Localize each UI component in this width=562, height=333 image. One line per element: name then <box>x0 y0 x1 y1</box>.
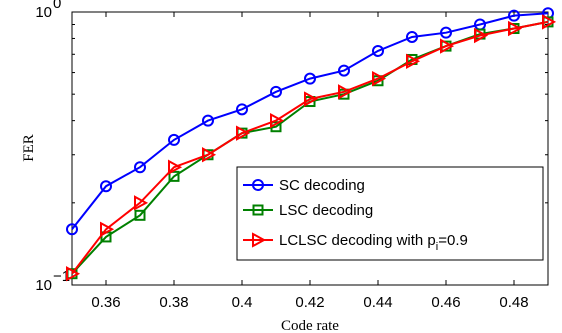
x-tick-label: 0.48 <box>499 294 528 311</box>
data-point <box>304 91 319 107</box>
data-point <box>100 221 115 237</box>
series-triangle-right <box>66 14 557 282</box>
data-point <box>236 125 251 141</box>
legend-label: SC decoding <box>279 177 365 194</box>
x-tick-label: 0.46 <box>431 294 460 311</box>
data-point <box>270 112 285 129</box>
y-axis-label: FER <box>21 134 37 162</box>
series-circle <box>66 7 554 236</box>
y-tick-exponent: −1 <box>53 268 70 285</box>
data-point <box>168 133 180 146</box>
legend-marker <box>252 179 264 191</box>
data-point <box>168 170 180 182</box>
legend-marker <box>252 204 264 216</box>
y-tick-label: 10 <box>35 277 52 294</box>
y-tick-label: 10 <box>35 4 52 21</box>
data-point <box>304 72 316 85</box>
data-point <box>406 30 418 43</box>
data-point <box>168 159 183 175</box>
data-point <box>134 161 146 174</box>
data-point <box>440 26 452 39</box>
data-point <box>236 103 248 116</box>
data-point <box>134 209 146 221</box>
x-tick-label: 0.38 <box>159 294 188 311</box>
data-point <box>270 85 282 98</box>
series-line <box>71 12 549 230</box>
data-point <box>372 70 387 87</box>
legend: SC decoding LSC decoding LCLSC decoding wi… <box>236 166 544 261</box>
axis-ticks <box>72 12 548 285</box>
data-point <box>202 147 217 163</box>
data-point <box>542 14 557 30</box>
legend-entry: SC decoding <box>243 177 365 194</box>
x-tick-label: 0.42 <box>295 294 324 311</box>
legend-marker <box>252 232 267 248</box>
legend-label: LSC decoding <box>279 202 373 219</box>
series-line <box>71 20 549 275</box>
legend-entry: LCLSC decoding with pi=0.9 <box>243 232 468 253</box>
x-tick-label: 0.36 <box>91 294 120 311</box>
data-point <box>440 38 455 54</box>
data-point <box>202 114 214 127</box>
data-point <box>100 180 112 193</box>
data-point <box>134 195 149 211</box>
series-layer <box>66 7 557 282</box>
x-tick-labels: 0.36 0.38 0.4 0.42 0.44 0.46 0.48 <box>91 294 528 311</box>
data-point <box>338 84 353 100</box>
data-point <box>474 27 489 44</box>
data-point <box>66 223 78 236</box>
data-point <box>508 9 520 22</box>
x-axis-label: Code rate <box>281 318 339 333</box>
data-point <box>66 266 81 282</box>
legend-box <box>236 166 544 261</box>
data-point <box>372 44 384 57</box>
x-tick-label: 0.4 <box>232 294 253 311</box>
data-point <box>508 20 523 37</box>
data-point <box>406 53 421 69</box>
data-point <box>338 64 350 77</box>
x-tick-label: 0.44 <box>363 294 392 311</box>
legend-label: LCLSC decoding with pi=0.9 <box>279 232 468 253</box>
y-tick-exponent: 0 <box>53 0 61 12</box>
legend-entry: LSC decoding <box>243 202 373 219</box>
